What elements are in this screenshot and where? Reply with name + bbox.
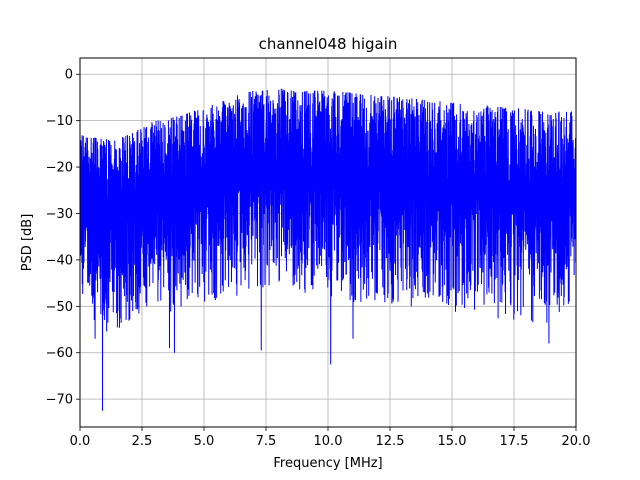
x-axis-label: Frequency [MHz] xyxy=(273,456,382,471)
y-tick-label: −40 xyxy=(46,253,73,268)
x-tick-label: 10.0 xyxy=(314,434,343,449)
y-tick-label: −10 xyxy=(46,114,73,129)
x-tick-label: 15.0 xyxy=(438,434,467,449)
y-tick-label: −30 xyxy=(46,207,73,222)
plot-area xyxy=(80,88,576,411)
chart-title: channel048 higain xyxy=(259,35,398,53)
y-tick-label: 0 xyxy=(65,68,73,83)
x-tick-label: 7.5 xyxy=(256,434,277,449)
y-tick-label: −50 xyxy=(46,300,73,315)
y-axis-label: PSD [dB] xyxy=(20,214,35,272)
y-tick-label: −20 xyxy=(46,161,73,176)
y-axis: 0 −10 −20 −30 −40 −50 −60 −70 xyxy=(46,68,80,408)
x-axis: 0.0 2.5 5.0 7.5 10.0 12.5 15.0 17.5 20.0 xyxy=(70,427,591,449)
y-tick-label: −70 xyxy=(46,393,73,408)
x-tick-label: 20.0 xyxy=(562,434,591,449)
x-tick-label: 0.0 xyxy=(70,434,91,449)
x-tick-label: 12.5 xyxy=(376,434,405,449)
x-tick-label: 5.0 xyxy=(194,434,215,449)
series-psd-line xyxy=(80,88,576,411)
x-tick-label: 2.5 xyxy=(132,434,153,449)
y-tick-label: −60 xyxy=(46,346,73,361)
x-tick-label: 17.5 xyxy=(500,434,529,449)
